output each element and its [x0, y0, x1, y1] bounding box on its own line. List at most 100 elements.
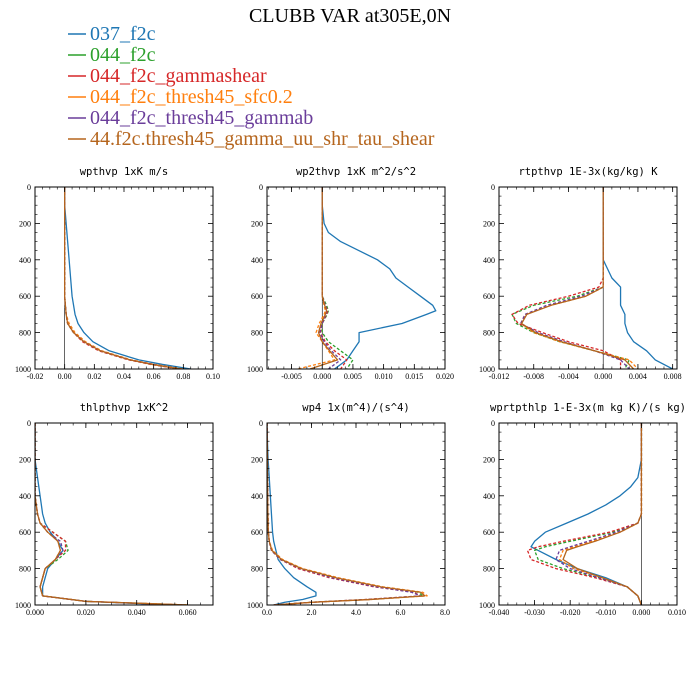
- series-line: [511, 187, 622, 369]
- x-tick-label: 0.000: [594, 372, 612, 381]
- series-group: [526, 423, 643, 605]
- y-tick-label: 0: [491, 183, 495, 192]
- legend-item: 037_f2c: [68, 23, 156, 45]
- x-tick-label: 0.005: [344, 372, 362, 381]
- legend-label: 044_f2c_thresh45_sfc0.2: [90, 86, 293, 108]
- x-tick-label: 0.008: [664, 372, 682, 381]
- x-tick-label: 0.010: [375, 372, 393, 381]
- legend-label: 044_f2c: [90, 44, 156, 66]
- series-line: [267, 423, 426, 605]
- y-tick-label: 400: [19, 492, 31, 501]
- series-line: [35, 423, 188, 605]
- x-tick-label: 8.0: [440, 608, 450, 617]
- chart-panel: wp4 1x(m^4)/(s^4) 0.0 2.0 4.0 6.0 8.0 0 200 400 6…: [247, 402, 450, 617]
- x-tick-label: 0.060: [179, 608, 197, 617]
- panel-title: wp4 1x(m^4)/(s^4): [302, 402, 409, 414]
- series-line: [267, 423, 422, 605]
- legend-label: 044_f2c_thresh45_gammab: [90, 107, 313, 129]
- series-line: [520, 187, 635, 369]
- y-tick-label: 600: [251, 292, 263, 301]
- series-group: [297, 187, 437, 369]
- x-tick-label: 0.010: [668, 608, 686, 617]
- series-line: [267, 423, 317, 605]
- legend: 037_f2c044_f2c044_f2c_gammashear044_f2c_…: [68, 23, 435, 150]
- legend-label: 037_f2c: [90, 23, 156, 45]
- x-tick-label: 0.02: [87, 372, 101, 381]
- series-line: [64, 187, 191, 369]
- y-tick-label: 200: [19, 219, 31, 228]
- series-line: [64, 187, 181, 369]
- legend-item: 044_f2c_thresh45_gammab: [68, 107, 313, 129]
- plot-frame: [266, 186, 446, 370]
- y-tick-label: 400: [483, 492, 495, 501]
- series-line: [602, 187, 673, 369]
- y-tick-label: 200: [251, 455, 263, 464]
- x-tick-label: -0.040: [489, 608, 510, 617]
- chart-panel: rtpthvp 1E-3x(kg/kg) K -0.012 -0.008 -0.004…: [479, 166, 682, 381]
- chart-panel: wpthvp 1xK m/s -0.02 0.00 0.02 0.04 0.06 0.08 0…: [15, 166, 220, 381]
- y-tick-label: 1000: [15, 365, 31, 374]
- series-group: [35, 423, 191, 605]
- x-tick-label: -0.012: [489, 372, 510, 381]
- series-line: [511, 187, 630, 369]
- x-tick-label: -0.008: [523, 372, 544, 381]
- y-tick-label: 0: [27, 183, 31, 192]
- y-tick-label: 400: [251, 492, 263, 501]
- panel-title: thlpthvp 1xK^2: [80, 402, 169, 414]
- series-group: [267, 423, 428, 605]
- x-tick-label: 0.000: [313, 372, 331, 381]
- series-line: [267, 423, 424, 605]
- series-line: [520, 187, 639, 369]
- y-tick-label: 200: [19, 455, 31, 464]
- series-line: [35, 423, 175, 605]
- y-tick-label: 0: [491, 419, 495, 428]
- y-tick-label: 200: [251, 219, 263, 228]
- panel-title: wp2thvp 1xK m^2/s^2: [296, 166, 416, 178]
- y-tick-label: 600: [251, 528, 263, 537]
- panel-title: wprtpthlp 1-E-3x(m kg K)/(s kg): [490, 402, 686, 414]
- plot-frame: [34, 186, 214, 370]
- x-tick-label: 0.04: [117, 372, 131, 381]
- x-tick-label: 0.000: [26, 608, 44, 617]
- panel-title: wpthvp 1xK m/s: [80, 166, 169, 178]
- figure-title: CLUBB VAR at305E,0N: [249, 5, 451, 27]
- plot-frame: [34, 422, 214, 606]
- y-tick-label: 1000: [247, 601, 263, 610]
- y-tick-label: 1000: [479, 601, 495, 610]
- legend-label: 044_f2c_gammashear: [90, 65, 267, 87]
- series-line: [267, 423, 428, 605]
- plot-frame: [498, 186, 678, 370]
- x-tick-label: 0.0: [262, 608, 272, 617]
- legend-item: 044_f2c: [68, 44, 156, 66]
- y-tick-label: 1000: [15, 601, 31, 610]
- y-tick-label: 400: [19, 256, 31, 265]
- series-line: [267, 423, 422, 605]
- x-tick-label: 0.040: [128, 608, 146, 617]
- series-line: [297, 187, 336, 369]
- y-tick-label: 0: [259, 419, 263, 428]
- x-tick-label: -0.030: [524, 608, 545, 617]
- chart-panel: wp2thvp 1xK m^2/s^2 -0.005 0.000 0.005 0.010…: [247, 166, 454, 381]
- y-tick-label: 800: [251, 565, 263, 574]
- series-group: [64, 187, 191, 369]
- legend-item: 044_f2c_thresh45_sfc0.2: [68, 86, 293, 108]
- series-line: [35, 423, 188, 605]
- series-line: [520, 187, 630, 369]
- y-tick-label: 800: [483, 329, 495, 338]
- x-tick-label: 0.020: [77, 608, 95, 617]
- x-tick-label: -0.02: [27, 372, 44, 381]
- x-tick-label: 0.10: [206, 372, 220, 381]
- x-tick-label: 0.004: [629, 372, 647, 381]
- series-line: [35, 423, 183, 605]
- panel-title: rtpthvp 1E-3x(kg/kg) K: [518, 166, 658, 178]
- series-group: [511, 187, 673, 369]
- y-tick-label: 600: [19, 292, 31, 301]
- x-tick-label: 0.08: [176, 372, 190, 381]
- y-tick-label: 1000: [247, 365, 263, 374]
- legend-label: 44.f2c.thresh45_gamma_uu_shr_tau_shear: [90, 128, 435, 150]
- x-tick-label: -0.004: [558, 372, 579, 381]
- y-tick-label: 800: [19, 565, 31, 574]
- series-line: [555, 423, 643, 605]
- x-tick-label: 0.06: [147, 372, 161, 381]
- series-line: [64, 187, 181, 369]
